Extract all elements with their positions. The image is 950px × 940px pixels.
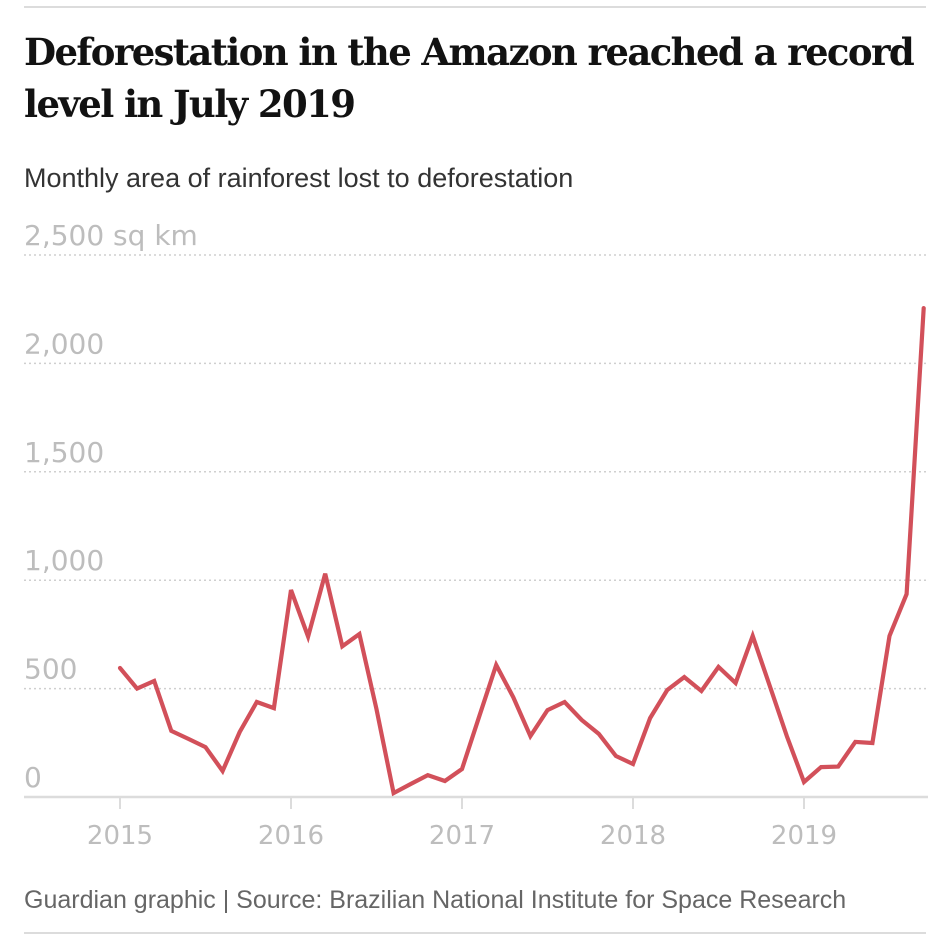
y-tick-label: 2,000 xyxy=(24,327,104,360)
x-tick-label: 2018 xyxy=(600,821,666,850)
y-tick-label: 2,500 sq km xyxy=(24,219,198,252)
chart-subtitle: Monthly area of rainforest lost to defor… xyxy=(24,163,574,193)
x-tick-label: 2019 xyxy=(771,821,837,850)
top-rule xyxy=(24,6,926,8)
gridlines xyxy=(24,254,928,690)
x-tick-label: 2015 xyxy=(87,821,153,850)
x-tick-label: 2016 xyxy=(258,821,324,850)
y-axis-ticks: 2,500 sq km 2,000 1,500 1,000 500 0 xyxy=(24,219,198,794)
y-tick-label: 1,000 xyxy=(24,544,104,577)
y-tick-label: 500 xyxy=(24,653,77,686)
source-footer: Guardian graphic | Source: Brazilian Nat… xyxy=(24,886,847,914)
series-layer xyxy=(117,305,926,797)
x-tick-label: 2017 xyxy=(429,821,495,850)
chart-title: Deforestation in the Amazon reached a re… xyxy=(24,30,915,126)
bottom-rule xyxy=(24,932,926,934)
y-tick-label: 1,500 xyxy=(24,436,104,469)
y-tick-label: 0 xyxy=(24,761,42,794)
series-line xyxy=(117,305,926,797)
x-axis: 2015 2016 2017 2018 2019 xyxy=(24,795,928,850)
